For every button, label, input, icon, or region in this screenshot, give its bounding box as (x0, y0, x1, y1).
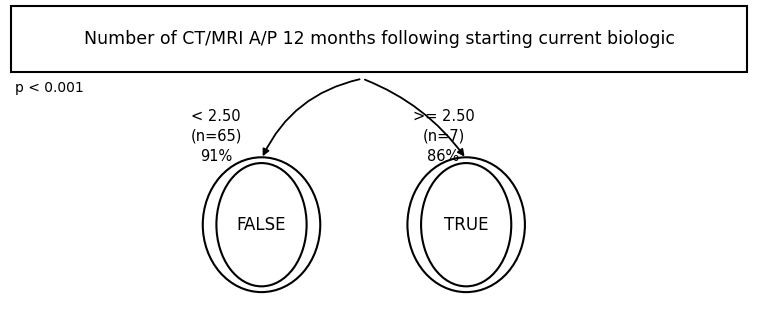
Ellipse shape (217, 163, 306, 286)
Text: TRUE: TRUE (444, 216, 488, 234)
Ellipse shape (202, 157, 320, 292)
Text: < 2.50
(n=65)
91%: < 2.50 (n=65) 91% (190, 109, 242, 164)
Ellipse shape (408, 157, 525, 292)
Text: p < 0.001: p < 0.001 (15, 81, 84, 95)
Text: FALSE: FALSE (236, 216, 287, 234)
Text: Number of CT/MRI A/P 12 months following starting current biologic: Number of CT/MRI A/P 12 months following… (83, 30, 675, 48)
Ellipse shape (421, 163, 511, 286)
FancyBboxPatch shape (11, 6, 747, 72)
Text: >= 2.50
(n=7)
86%: >= 2.50 (n=7) 86% (412, 109, 475, 164)
